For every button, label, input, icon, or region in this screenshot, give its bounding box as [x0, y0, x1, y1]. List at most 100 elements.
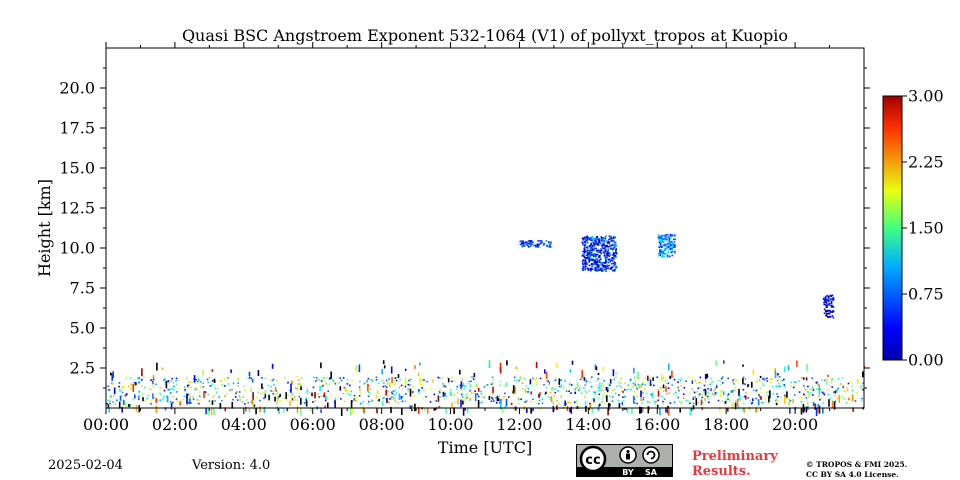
data-cell: [671, 247, 673, 249]
data-cell: [568, 387, 570, 389]
data-cell: [289, 400, 291, 406]
data-cell: [615, 267, 617, 269]
data-cell: [275, 402, 278, 405]
data-cell: [584, 239, 586, 241]
data-cell: [587, 236, 589, 239]
data-cell: [123, 385, 126, 388]
data-cell: [703, 389, 705, 391]
data-cell: [320, 395, 322, 397]
data-cell: [593, 398, 595, 402]
data-cell: [444, 395, 447, 398]
data-cell: [476, 393, 479, 395]
data-cell: [232, 382, 235, 384]
data-cell: [599, 243, 602, 245]
data-cell: [134, 384, 136, 386]
data-cell: [755, 389, 758, 392]
data-cell: [134, 394, 136, 399]
data-cell: [389, 398, 391, 400]
data-cell: [599, 249, 602, 252]
data-cell: [850, 381, 852, 384]
data-cell: [391, 377, 393, 384]
data-cell: [704, 388, 706, 391]
data-cell: [715, 360, 717, 366]
data-cell: [291, 393, 294, 396]
data-cell: [433, 393, 435, 396]
data-cell: [554, 379, 557, 381]
data-cell: [529, 383, 531, 386]
data-cell: [701, 393, 703, 396]
data-cell: [583, 377, 586, 381]
data-cell: [692, 391, 695, 393]
data-cell: [207, 407, 210, 415]
data-cell: [589, 258, 592, 261]
preliminary-results-notice: Preliminary Results.: [692, 449, 802, 479]
data-cell: [119, 395, 122, 401]
data-cell: [643, 388, 646, 390]
data-cell: [535, 245, 538, 248]
data-cell: [599, 382, 601, 391]
data-cell: [535, 377, 538, 380]
data-cell: [786, 397, 789, 399]
data-cell: [113, 387, 116, 394]
data-cell: [253, 406, 255, 411]
data-cell: [715, 387, 717, 389]
data-cell: [109, 400, 111, 402]
data-cell: [156, 362, 158, 371]
data-cell: [202, 386, 205, 388]
data-cell: [476, 385, 478, 387]
data-cell: [548, 241, 550, 243]
data-cell: [123, 400, 126, 405]
data-cell: [525, 244, 527, 246]
data-cell: [674, 235, 676, 237]
data-cell: [251, 378, 254, 383]
data-cell: [672, 234, 675, 237]
data-cell: [814, 404, 817, 407]
data-cell: [593, 263, 596, 265]
data-cell: [383, 397, 385, 399]
data-cell: [394, 379, 396, 382]
data-cell: [488, 396, 491, 400]
data-cell: [582, 253, 585, 255]
data-cell: [703, 391, 705, 393]
data-cell: [828, 309, 831, 312]
data-cell: [367, 395, 370, 397]
x-tick-label: 14:00: [565, 415, 611, 434]
data-cell: [735, 400, 737, 403]
data-cell: [539, 377, 542, 380]
data-cell: [463, 388, 466, 390]
colorbar-tick-label: 2.25: [908, 153, 944, 172]
data-cell: [829, 316, 831, 318]
data-cell: [693, 391, 696, 394]
data-cell: [789, 407, 791, 414]
data-cell: [521, 382, 524, 385]
data-cell: [821, 378, 823, 381]
data-cell: [438, 377, 441, 379]
data-cell: [419, 362, 421, 366]
data-cell: [541, 402, 544, 405]
data-cell: [735, 379, 738, 381]
data-cell: [779, 385, 782, 387]
data-cell: [587, 258, 590, 260]
data-cell: [198, 379, 200, 381]
data-cell: [828, 384, 831, 387]
data-cell: [766, 394, 768, 397]
data-cell: [590, 252, 593, 254]
data-cell: [755, 407, 758, 412]
data-cell: [592, 249, 595, 251]
data-cell: [839, 383, 842, 385]
data-cell: [124, 394, 127, 397]
data-cell: [792, 398, 794, 404]
data-cell: [847, 382, 850, 385]
data-cell: [325, 395, 327, 400]
data-cell: [312, 401, 314, 403]
data-cell: [382, 400, 384, 406]
data-cell: [108, 389, 111, 391]
data-cell: [132, 398, 134, 401]
data-cell: [550, 396, 553, 403]
data-cell: [830, 302, 832, 304]
data-cell: [659, 239, 661, 242]
data-cell: [385, 379, 388, 382]
data-cell: [834, 394, 836, 397]
data-cell: [596, 384, 598, 387]
data-cell: [609, 236, 611, 238]
